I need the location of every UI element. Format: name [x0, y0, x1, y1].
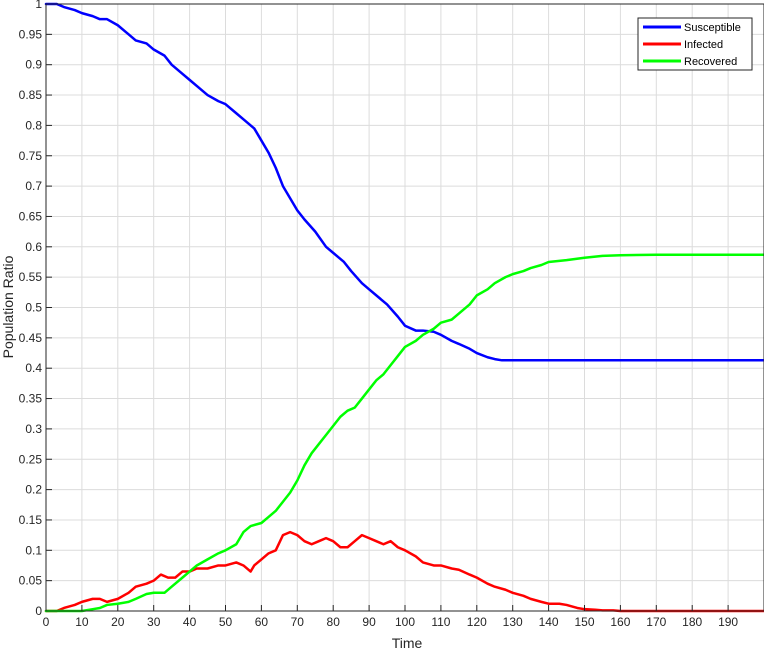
x-tick-label: 120 — [467, 615, 487, 629]
x-tick-label: 170 — [646, 615, 666, 629]
y-tick-label: 0.45 — [19, 331, 43, 345]
y-tick-label: 0.7 — [25, 179, 42, 193]
x-tick-label: 140 — [539, 615, 559, 629]
x-tick-label: 40 — [183, 615, 197, 629]
y-tick-label: 0.75 — [19, 149, 43, 163]
y-tick-label: 0.55 — [19, 270, 43, 284]
legend-label-infected: Infected — [684, 39, 723, 51]
series-line-recovered — [44, 253, 764, 613]
y-tick-label: 0.05 — [19, 574, 43, 588]
y-tick-label: 0.1 — [25, 543, 42, 557]
x-tick-label: 80 — [327, 615, 341, 629]
y-tick-label: 0.65 — [19, 209, 43, 223]
y-tick-label: 0.35 — [19, 392, 43, 406]
grid-layer — [45, 3, 764, 612]
y-tick-label: 0.15 — [19, 513, 43, 527]
x-tick-label: 0 — [43, 615, 50, 629]
x-tick-label: 10 — [75, 615, 89, 629]
y-tick-label: 0.5 — [25, 301, 42, 315]
x-tick-label: 30 — [147, 615, 161, 629]
series-layer — [44, 2, 764, 613]
y-tick-label: 0.2 — [25, 483, 42, 497]
series-line-infected — [44, 530, 764, 613]
y-tick-label: 0.85 — [19, 88, 43, 102]
legend-label-susceptible: Susceptible — [684, 22, 741, 34]
x-tick-label: 70 — [291, 615, 305, 629]
x-tick-label: 190 — [718, 615, 738, 629]
y-tick-label: 1 — [35, 0, 42, 11]
x-tick-label: 110 — [431, 615, 450, 629]
y-tick-label: 0.9 — [25, 58, 42, 72]
x-tick-label: 160 — [610, 615, 630, 629]
legend-label-recovered: Recovered — [684, 56, 737, 68]
x-axis-label: Time — [392, 635, 423, 650]
y-tick-label: 0.25 — [19, 452, 43, 466]
x-tick-label: 50 — [219, 615, 233, 629]
tick-layer: 0 10 20 30 40 50 60 70 80 90 100 110 120 130 140 150 160… — [19, 0, 739, 629]
y-axis-label: Population Ratio — [0, 255, 16, 358]
y-tick-label: 0.95 — [19, 27, 43, 41]
y-tick-label: 0.3 — [25, 422, 42, 436]
legend: Susceptible Infected Recovered — [637, 17, 753, 71]
y-tick-label: 0.4 — [25, 361, 42, 375]
x-tick-label: 20 — [111, 615, 125, 629]
x-tick-label: 130 — [503, 615, 523, 629]
x-tick-label: 180 — [682, 615, 702, 629]
series-line-susceptible — [44, 2, 764, 362]
y-tick-label: 0.8 — [25, 118, 42, 132]
x-tick-label: 150 — [574, 615, 594, 629]
x-tick-label: 60 — [255, 615, 269, 629]
x-tick-label: 90 — [362, 615, 376, 629]
x-tick-label: 100 — [395, 615, 415, 629]
y-tick-label: 0 — [35, 604, 42, 618]
y-tick-label: 0.6 — [25, 240, 42, 254]
